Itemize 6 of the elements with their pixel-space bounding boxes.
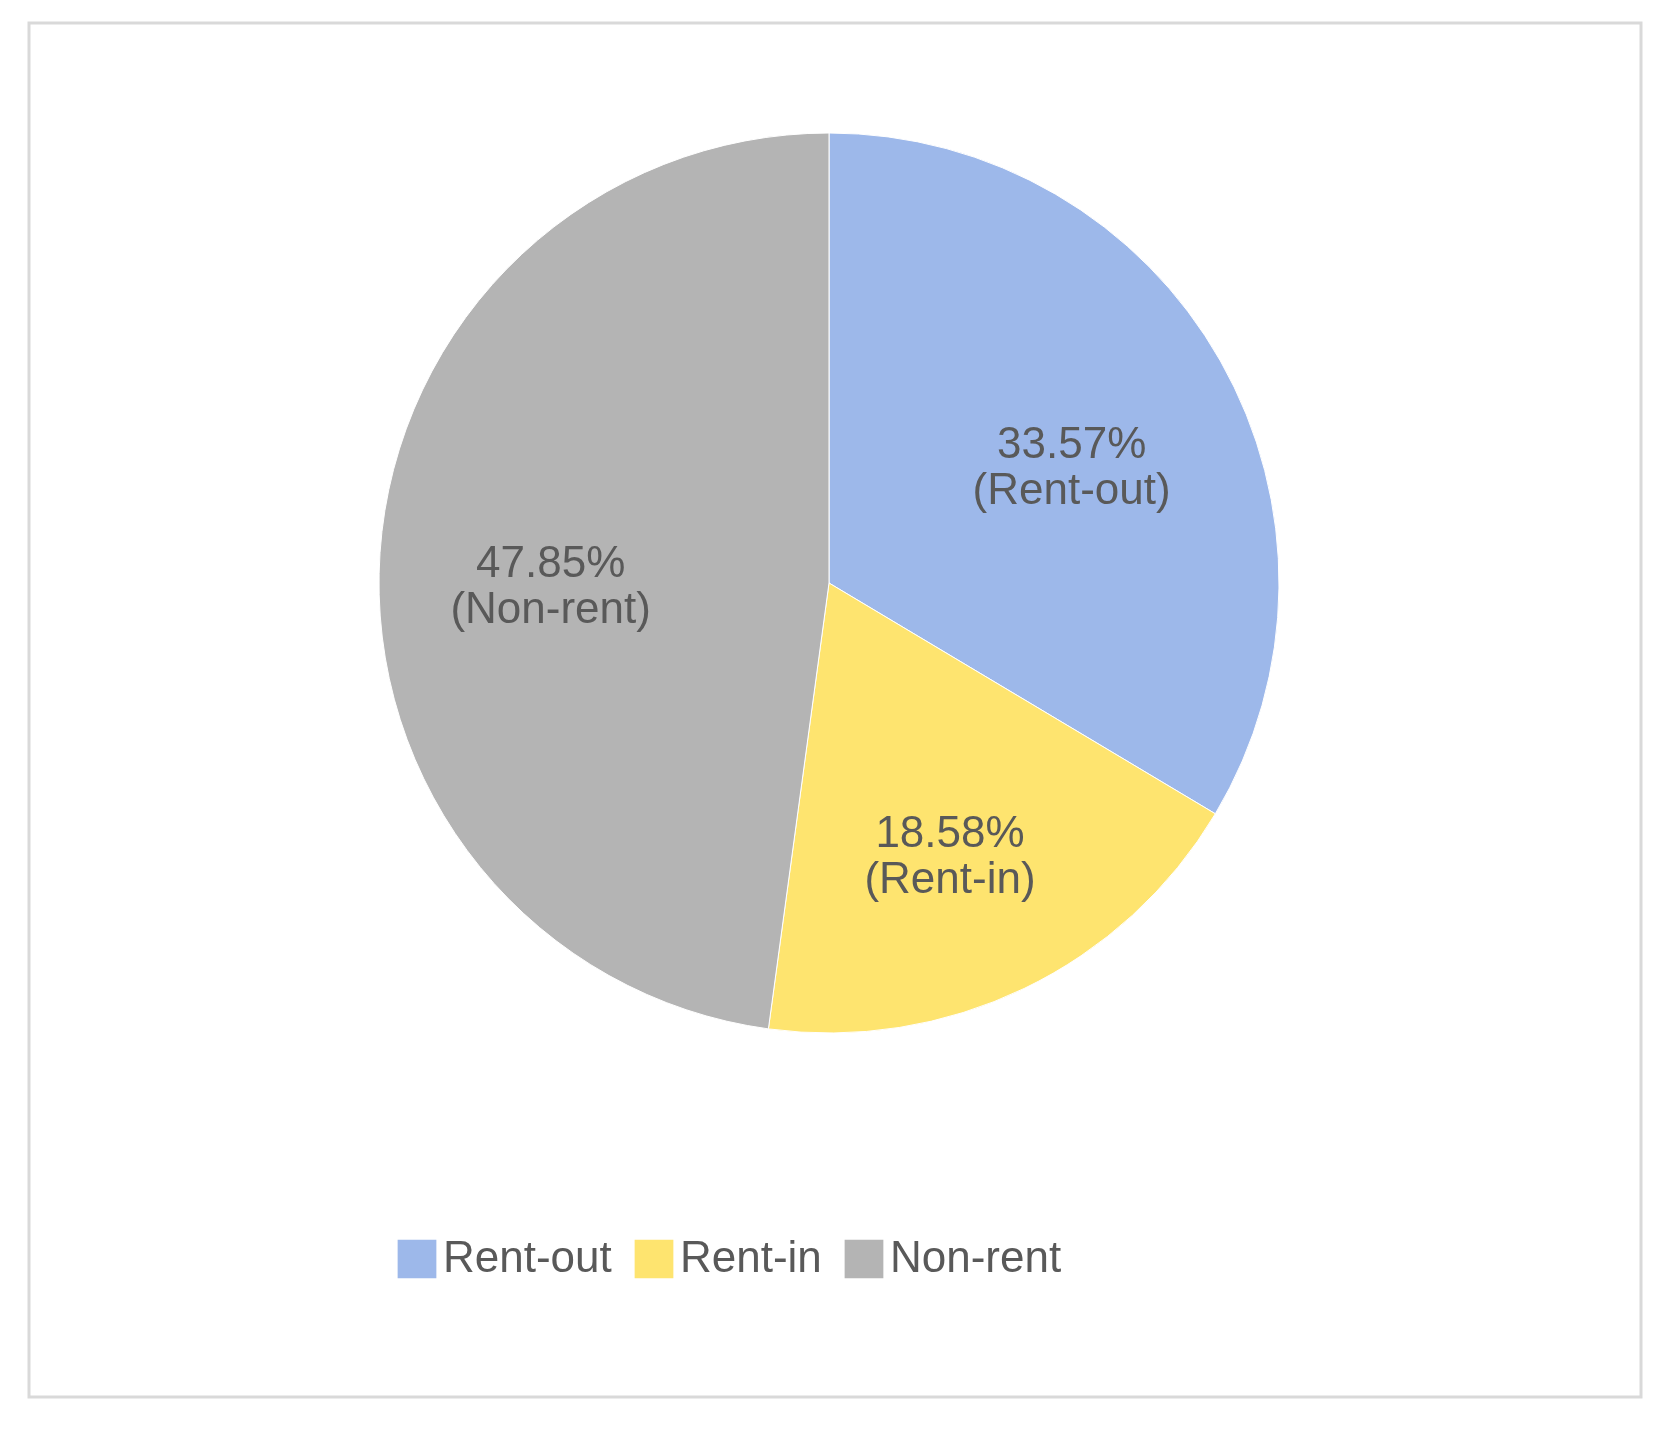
data-label: 33.57% (Rent-out) [972,418,1171,514]
data-label: 47.85% (Non-rent) [450,537,651,633]
legend-label: Non-rent [890,1232,1062,1281]
legend-label: Rent-in [680,1232,822,1281]
data-label: 18.58% (Rent-in) [864,807,1036,903]
legend-label: Rent-out [443,1232,612,1281]
